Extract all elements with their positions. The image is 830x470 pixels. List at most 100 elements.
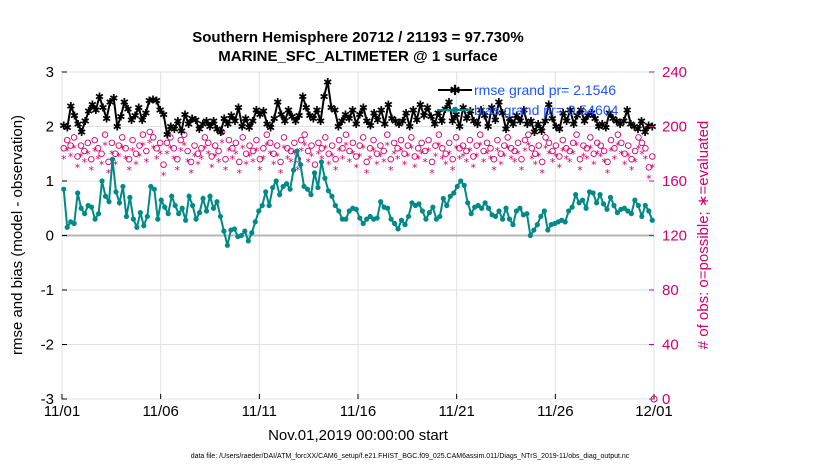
rmse-point: ✱ xyxy=(640,126,649,139)
bias-point xyxy=(642,202,648,209)
bias-point xyxy=(287,186,293,192)
rmse-line xyxy=(63,81,653,139)
rmse-point: ✱ xyxy=(198,118,207,131)
rmse-point: ✱ xyxy=(173,115,182,128)
obs-possible-point xyxy=(545,139,553,147)
obs-evaluated-point: * xyxy=(484,148,490,161)
obs-possible-point xyxy=(404,142,412,149)
obs-possible-point xyxy=(645,164,653,171)
obs-evaluated-point: * xyxy=(636,142,642,155)
obs-evaluated-point: * xyxy=(371,145,377,158)
obs-possible-point xyxy=(514,139,522,147)
rmse-point: ✱ xyxy=(180,109,189,122)
bias-point xyxy=(64,224,70,230)
obs-evaluated-point: * xyxy=(643,153,649,166)
bias-point xyxy=(207,193,213,199)
obs-evaluated-point: * xyxy=(209,161,215,174)
rmse-point: ✱ xyxy=(66,100,75,113)
obs-possible-point xyxy=(528,145,536,152)
obs-possible-point xyxy=(277,158,284,166)
obs-evaluated-point: * xyxy=(316,148,322,161)
obs-evaluated-point: * xyxy=(237,167,243,180)
bias-point xyxy=(538,213,544,220)
obs-possible-point xyxy=(604,158,611,166)
rmse-point: ✱ xyxy=(77,126,86,139)
bias-point xyxy=(162,204,168,210)
obs-possible-point xyxy=(459,142,467,149)
rmse-point: ✱ xyxy=(484,121,493,134)
rmse-point: ✱ xyxy=(594,121,603,134)
rmse-point: ✱ xyxy=(138,114,147,127)
legend-rmse-marker: ✱ xyxy=(449,82,461,98)
obs-evaluated-point: * xyxy=(391,148,397,161)
bias-point xyxy=(580,197,586,203)
rmse-point: ✱ xyxy=(98,101,107,114)
obs-possible-point xyxy=(191,142,198,149)
obs-evaluated-point: * xyxy=(615,140,621,153)
obs-evaluated-point: * xyxy=(106,167,112,180)
obs-possible-point xyxy=(631,147,639,155)
rmse-point: ✱ xyxy=(277,109,286,122)
obs-evaluated-point: * xyxy=(591,159,597,172)
obs-possible-point xyxy=(452,134,460,141)
obs-possible-point xyxy=(435,131,443,138)
rmse-point: ✱ xyxy=(188,112,197,125)
bias-point xyxy=(566,208,572,214)
obs-possible-point xyxy=(328,142,336,149)
obs-possible-point xyxy=(81,147,88,155)
obs-possible-point xyxy=(552,142,560,149)
obs-possible-point xyxy=(146,128,154,136)
obs-possible-point xyxy=(201,134,209,141)
obs-evaluated-point: * xyxy=(305,156,311,169)
obs-possible-point xyxy=(101,131,109,138)
obs-possible-point xyxy=(270,150,277,157)
obs-evaluated-point: * xyxy=(78,150,84,163)
bias-point xyxy=(231,226,237,232)
bias-point xyxy=(527,232,533,239)
bias-point xyxy=(196,210,203,216)
obs-possible-point xyxy=(91,136,98,144)
obs-possible-point xyxy=(501,142,508,149)
rmse-point: ✱ xyxy=(341,109,350,122)
obs-evaluated-point: * xyxy=(354,161,360,174)
x-tick-label: 12/01 xyxy=(635,403,673,420)
bias-point xyxy=(263,189,269,195)
obs-possible-point xyxy=(490,155,498,163)
obs-possible-point xyxy=(511,147,518,155)
obs-possible-point xyxy=(260,145,267,152)
obs-evaluated-point: * xyxy=(491,164,497,177)
obs-possible-point xyxy=(297,136,305,144)
obs-possible-point xyxy=(449,155,456,163)
bias-point xyxy=(513,208,520,214)
obs-possible-point xyxy=(256,155,264,163)
bias-point xyxy=(395,226,401,232)
rmse-point: ✱ xyxy=(612,115,621,128)
obs-possible-point xyxy=(373,150,381,157)
bias-point xyxy=(95,211,102,217)
obs-possible-point xyxy=(335,136,343,144)
obs-evaluated-point: * xyxy=(581,150,587,163)
obs-evaluated-point: * xyxy=(178,145,184,158)
rmse-point: ✱ xyxy=(330,104,339,117)
x-tick-label: 11/01 xyxy=(44,403,80,420)
obs-evaluated-point: * xyxy=(570,148,576,161)
bias-point xyxy=(437,213,443,220)
bias-point xyxy=(186,193,192,199)
obs-evaluated-point: * xyxy=(281,142,287,155)
obs-possible-point xyxy=(387,155,394,163)
bias-point xyxy=(440,195,446,202)
bias-point xyxy=(217,213,224,220)
rmse-point: ✱ xyxy=(455,121,464,134)
bias-point xyxy=(621,205,628,211)
obs-evaluated-point: * xyxy=(378,150,384,163)
bias-point xyxy=(169,193,175,199)
rmse-point: ✱ xyxy=(633,123,642,136)
obs-possible-point xyxy=(614,131,622,138)
obs-evaluated-point: * xyxy=(612,153,618,166)
rmse-point: ✱ xyxy=(344,112,353,125)
obs-evaluated-point: * xyxy=(446,148,452,161)
obs-possible-point xyxy=(311,161,319,168)
bias-point xyxy=(106,199,112,205)
bias-point xyxy=(569,204,575,210)
obs-evaluated-point: * xyxy=(181,140,187,153)
